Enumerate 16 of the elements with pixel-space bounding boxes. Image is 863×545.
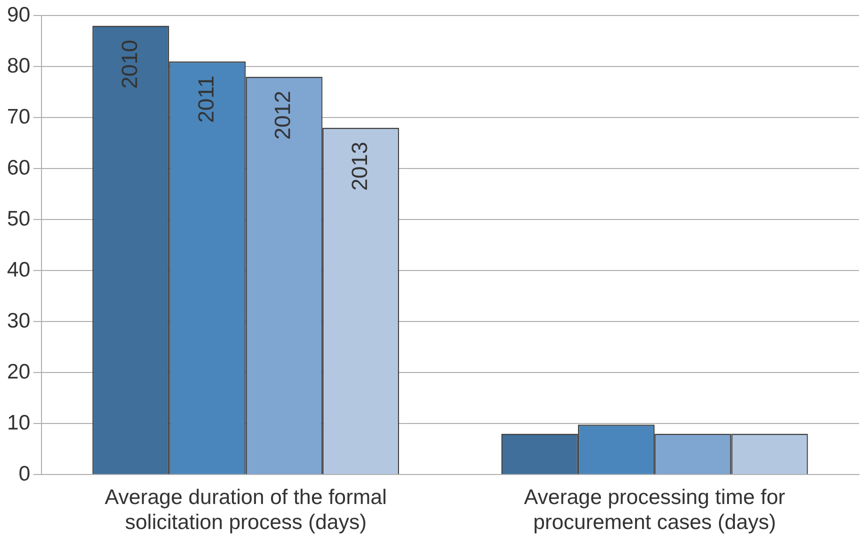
y-tick-label: 70 [7,105,30,128]
x-tick-label: Average processing time for procurement cases (days) [524,486,786,534]
y-tick-label: 0 [18,462,30,486]
y-tick-label: 90 [7,3,30,26]
y-tick-label: 20 [7,360,30,384]
y-tick-label: 30 [7,309,30,332]
y-tick-label: 50 [7,207,30,230]
y-tick-label: 80 [7,54,30,78]
series-label: 2013 [346,142,372,191]
y-tick-label: 40 [7,258,30,282]
x-tick-label: Average duration of the formal solicitation process (days) [104,486,387,534]
series-label: 2012 [270,90,296,140]
series-label: 2010 [116,40,142,89]
y-tick-label: 60 [7,156,30,180]
series-label: 2011 [194,76,219,123]
y-tick-label: 10 [7,411,30,434]
